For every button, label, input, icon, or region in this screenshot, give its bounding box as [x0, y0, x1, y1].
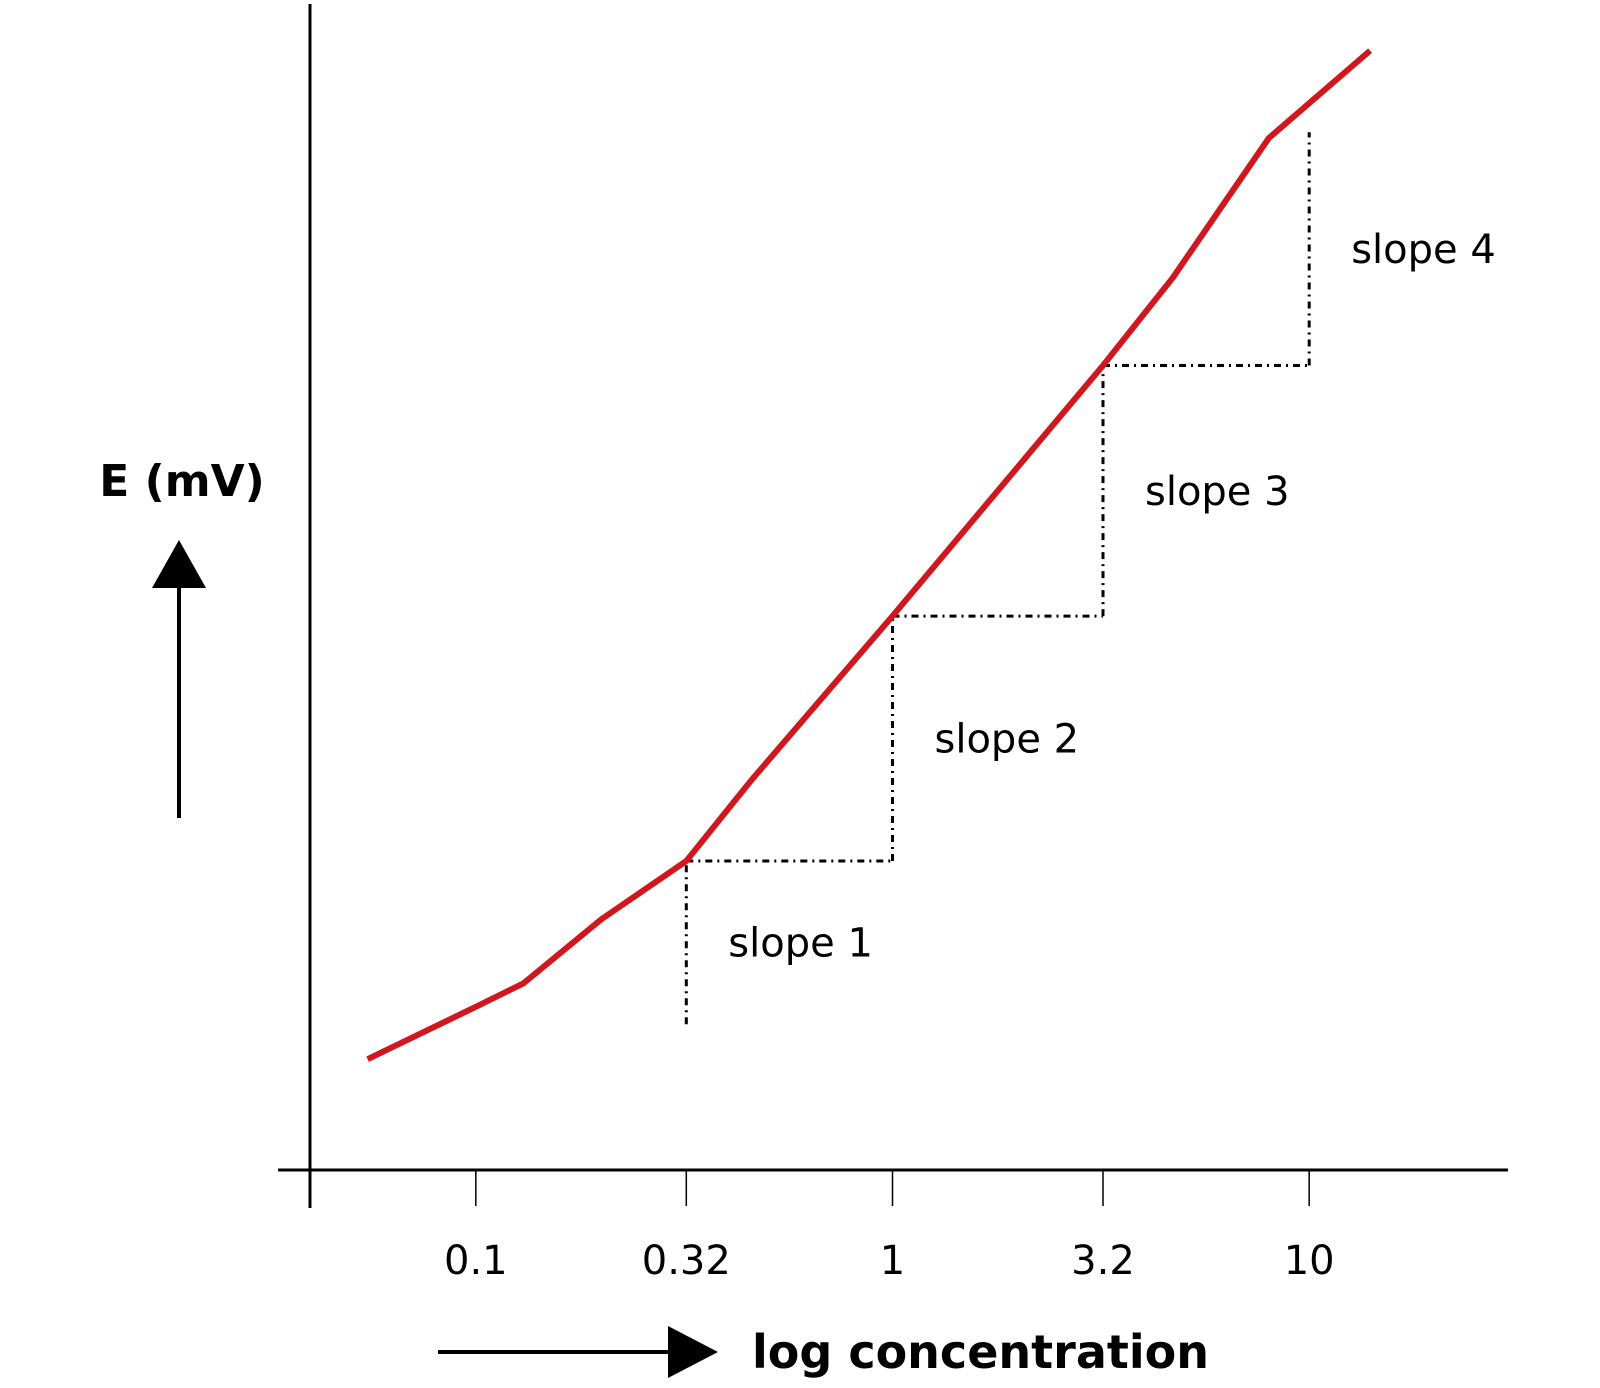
x-axis-arrow-head	[668, 1326, 718, 1378]
x-tick-label: 10	[1284, 1238, 1335, 1284]
x-tick-label: 0.32	[642, 1238, 731, 1284]
slope-guides: slope 1 slope 2 slope 3 slope 4	[684, 132, 1496, 1025]
x-axis-title: log concentration	[752, 1325, 1209, 1379]
series-line	[366, 48, 1373, 1062]
y-axis-title: E (mV)	[99, 456, 265, 507]
slope-label: slope 4	[1351, 227, 1496, 273]
x-tick-label: 3.2	[1071, 1238, 1135, 1284]
slope-label: slope 3	[1145, 469, 1290, 515]
series-layer	[366, 48, 1373, 1062]
x-ticks: 0.1 0.32 1 3.2 10	[444, 1170, 1335, 1284]
x-tick-label: 1	[880, 1238, 905, 1284]
slope-label: slope 1	[728, 921, 873, 967]
slope-label: slope 2	[935, 717, 1080, 763]
y-axis-arrow-head	[152, 540, 206, 588]
x-tick-label: 0.1	[444, 1238, 508, 1284]
